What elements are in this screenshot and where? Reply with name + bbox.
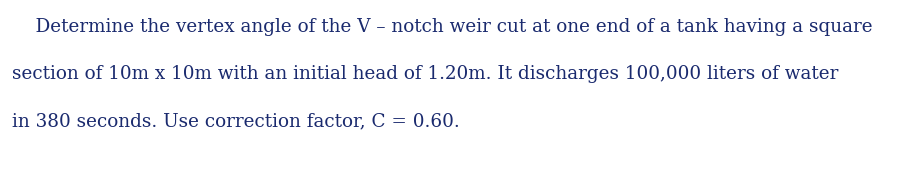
Text: section of 10m x 10m with an initial head of 1.20m. It discharges 100,000 liters: section of 10m x 10m with an initial hea… — [12, 65, 838, 83]
Text: in 380 seconds. Use correction factor, C = 0.60.: in 380 seconds. Use correction factor, C… — [12, 112, 460, 130]
Text: Determine the vertex angle of the V – notch weir cut at one end of a tank having: Determine the vertex angle of the V – no… — [12, 18, 873, 36]
